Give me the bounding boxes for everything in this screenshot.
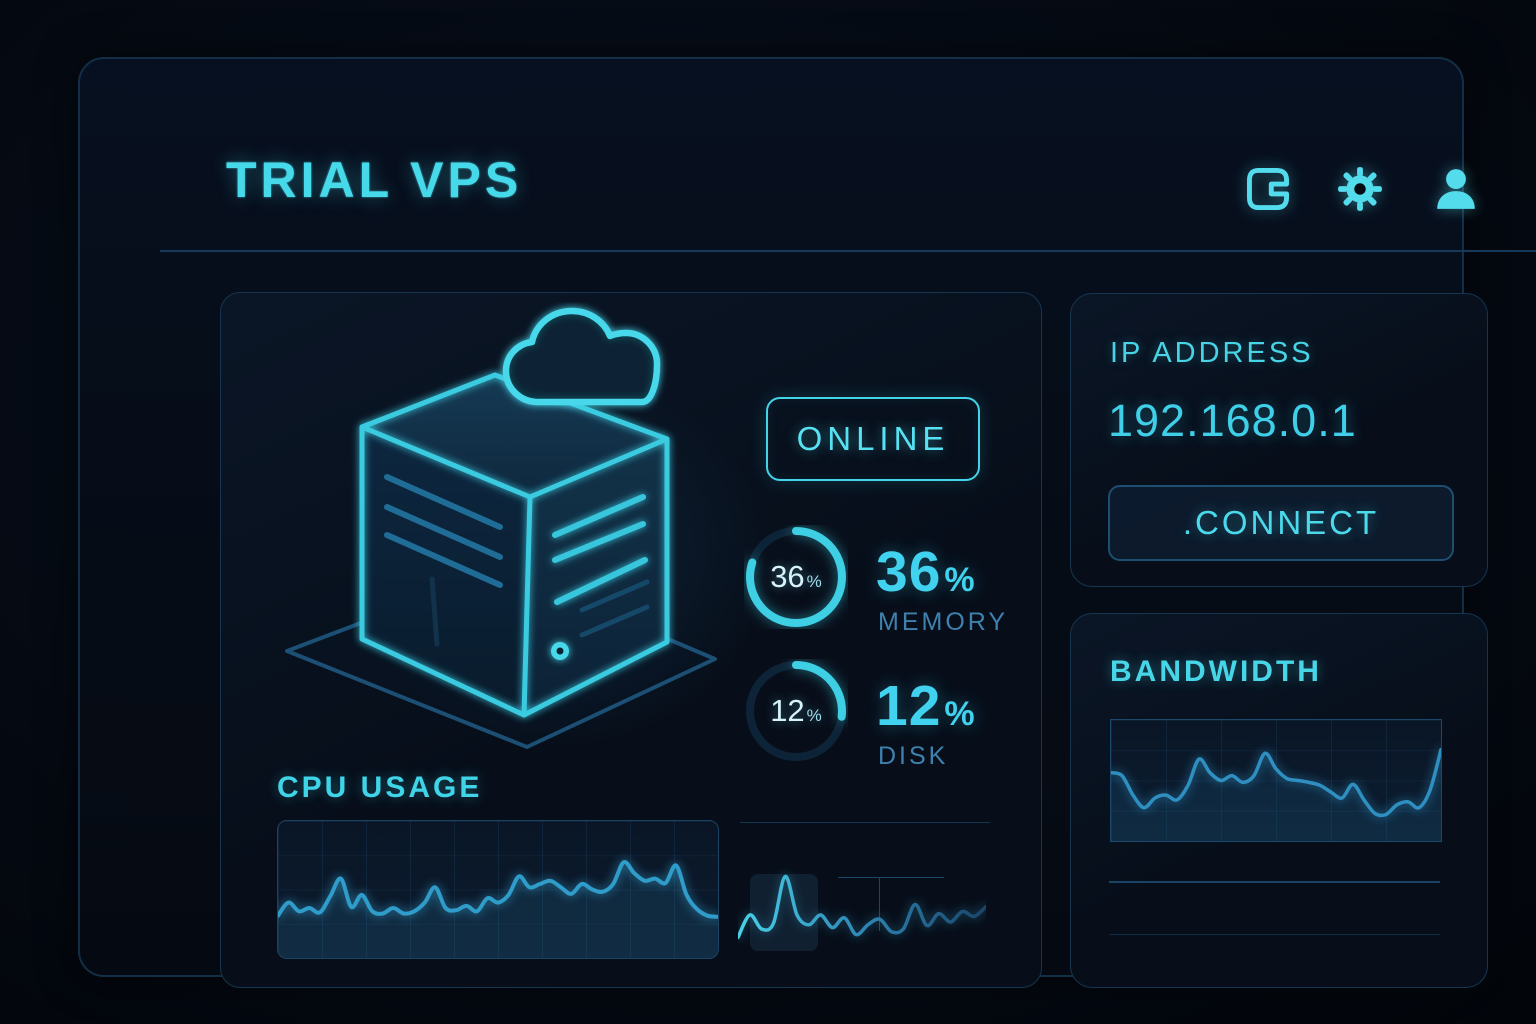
- app-window-icon[interactable]: [1244, 165, 1292, 213]
- app-window: TRIAL VPS: [78, 57, 1536, 988]
- mini-chart-crosshair-vertical: [879, 877, 880, 931]
- bandwidth-divider-2: [1109, 934, 1440, 935]
- status-badge: ONLINE: [766, 397, 980, 481]
- disk-gauge-value: 12%: [770, 693, 822, 728]
- cpu-mini-sparkline: [738, 865, 986, 951]
- cpu-usage-title: CPU USAGE: [277, 771, 483, 804]
- memory-gauge-value: 36%: [770, 559, 822, 594]
- disk-gauge: 12%: [744, 659, 848, 763]
- connect-button[interactable]: .CONNECT: [1108, 485, 1454, 561]
- settings-gear-icon[interactable]: [1336, 165, 1384, 213]
- disk-value: 12%: [876, 674, 976, 738]
- mini-chart-selection[interactable]: [750, 874, 818, 951]
- mini-chart-crosshair-horizontal: [838, 877, 944, 878]
- memory-value: 36%: [876, 540, 976, 604]
- user-profile-icon[interactable]: [1432, 165, 1480, 213]
- bandwidth-divider-1: [1109, 881, 1440, 883]
- page-title: TRIAL VPS: [226, 152, 523, 208]
- bandwidth-title: BANDWIDTH: [1110, 655, 1322, 688]
- mini-chart-divider: [740, 822, 990, 823]
- memory-label: MEMORY: [878, 608, 1009, 636]
- bandwidth-chart: [1110, 719, 1442, 842]
- memory-gauge: 36%: [744, 525, 848, 629]
- ip-address-label: IP ADDRESS: [1110, 337, 1314, 369]
- header-divider: [160, 250, 1536, 252]
- connect-button-label: .CONNECT: [1182, 504, 1380, 541]
- cpu-usage-chart: [277, 820, 719, 959]
- status-badge-label: ONLINE: [796, 420, 950, 457]
- cloud-server-illustration: [285, 307, 717, 749]
- ip-address-value: 192.168.0.1: [1108, 395, 1357, 446]
- disk-label: DISK: [878, 742, 949, 770]
- cloud-icon: [502, 307, 661, 406]
